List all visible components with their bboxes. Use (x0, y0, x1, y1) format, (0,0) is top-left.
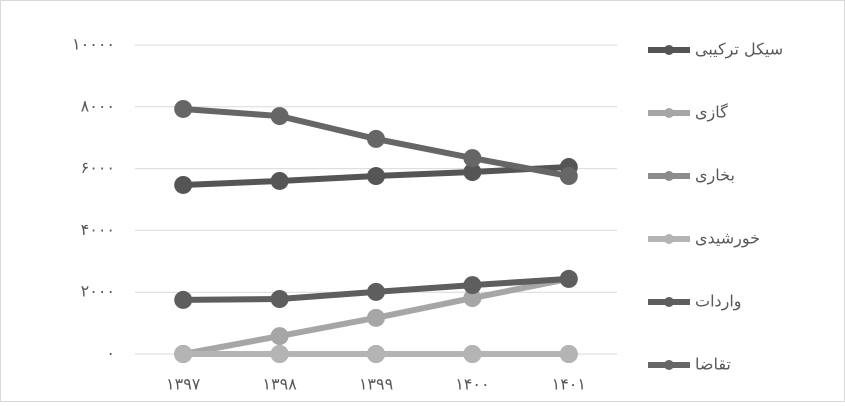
y-tick-label: ۰ (106, 344, 115, 363)
legend-label: تقاضا (695, 355, 731, 374)
data-point (367, 345, 385, 363)
y-tick-label: ۲۰۰۰ (81, 282, 115, 301)
data-point (271, 290, 289, 308)
y-tick-label: ۶۰۰۰ (81, 158, 115, 177)
data-point (463, 345, 481, 363)
legend-swatch-dot (664, 108, 674, 118)
x-tick-label: ۱۴۰۰ (455, 375, 489, 394)
data-point (560, 167, 578, 185)
data-point (271, 345, 289, 363)
data-point (560, 345, 578, 363)
legend-label: واردات (695, 292, 742, 312)
data-point (174, 176, 192, 194)
data-point (174, 291, 192, 309)
legend-swatch-dot (664, 45, 674, 55)
chart: ۰ ۲۰۰۰ ۴۰۰۰ ۶۰۰۰ ۸۰۰۰ ۱۰۰۰۰ ۱۳۹۷ ۱۳۹۸ ۱۳۹۹ ۱۴۰۰ ۱۴… (0, 0, 845, 402)
data-point (271, 107, 289, 125)
x-tick-label: ۱۳۹۹ (359, 375, 393, 394)
data-point (463, 149, 481, 167)
data-point (367, 167, 385, 185)
legend-swatch-dot (664, 360, 674, 370)
chart-border (1, 1, 845, 402)
legend-label: سیکل ترکیبی (695, 40, 783, 60)
legend-label: گازی (695, 103, 728, 123)
data-point (463, 276, 481, 294)
x-tick-label: ۱۳۹۸ (262, 375, 297, 394)
data-point (174, 345, 192, 363)
y-tick-label: ۱۰۰۰۰ (72, 35, 115, 54)
legend-swatch-dot (664, 171, 674, 181)
data-point (367, 309, 385, 327)
legend-label: بخاری (695, 166, 735, 186)
data-point (271, 327, 289, 345)
data-point (367, 130, 385, 148)
data-point (271, 172, 289, 190)
data-point (560, 270, 578, 288)
legend-swatch-dot (664, 234, 674, 244)
legend-label: خورشیدی (695, 229, 760, 249)
data-point (174, 100, 192, 118)
y-tick-label: ۸۰۰۰ (81, 96, 115, 115)
y-tick-label: ۴۰۰۰ (81, 220, 115, 239)
x-tick-label: ۱۴۰۱ (552, 375, 586, 394)
data-point (367, 283, 385, 301)
x-tick-label: ۱۳۹۷ (166, 375, 201, 394)
legend-swatch-dot (664, 297, 674, 307)
